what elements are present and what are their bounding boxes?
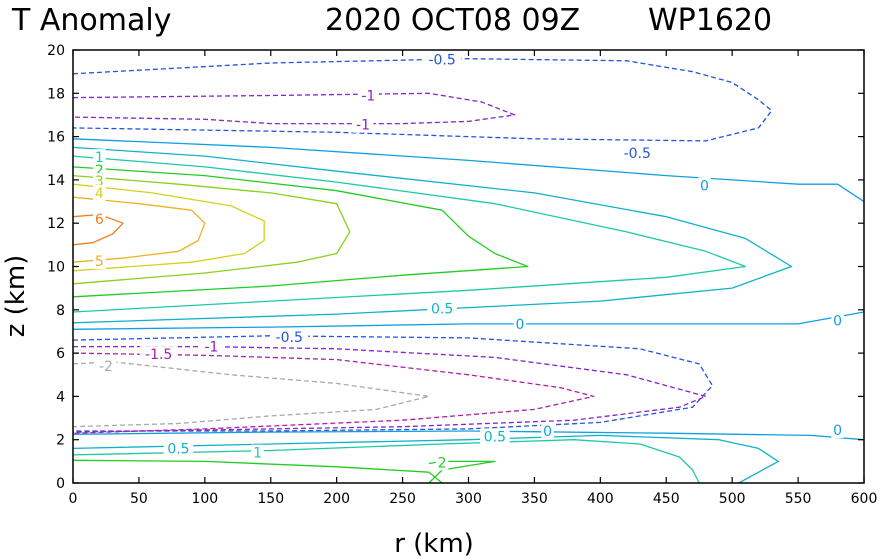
x-tick-label: 450 <box>653 491 680 507</box>
contour-line <box>72 335 714 432</box>
contour-label: -1 <box>361 88 375 104</box>
contour-label-bg <box>513 315 527 332</box>
contour-line <box>72 183 265 272</box>
contour-label: -0.5 <box>276 330 303 346</box>
contour-label: -0.5 <box>428 53 455 69</box>
contour-label-bg <box>352 116 374 133</box>
contour-label: 5 <box>95 254 104 270</box>
contour-label-bg <box>618 144 657 161</box>
contour-label-bg <box>427 300 457 317</box>
contour-line <box>72 361 430 428</box>
chart-title: T Anomaly <box>11 3 171 38</box>
contour-label-bg <box>541 423 554 440</box>
contour-label: 1 <box>253 446 262 462</box>
y-tick-label: 4 <box>56 389 65 405</box>
x-tick-label: 200 <box>323 491 350 507</box>
contour-line <box>72 439 700 484</box>
y-tick-label: 2 <box>56 433 65 449</box>
contour-label: 1 <box>95 150 104 166</box>
contour-line <box>72 138 865 203</box>
y-tick-label: 14 <box>47 173 65 189</box>
contour-label: 0.5 <box>431 302 453 318</box>
y-tick-label: 6 <box>56 346 65 362</box>
x-tick-label: 250 <box>389 491 416 507</box>
contour-label-bg <box>423 51 462 68</box>
x-tick-label: 550 <box>785 491 812 507</box>
contour-label-bg <box>435 454 449 471</box>
contour-label-bg <box>831 421 844 438</box>
contour-line <box>72 430 865 441</box>
contour-label-bg <box>251 444 264 461</box>
contour-label-bg <box>93 184 106 201</box>
contour-label: 0 <box>543 424 552 440</box>
x-tick-label: 150 <box>257 491 284 507</box>
y-tick-label: 20 <box>47 43 65 59</box>
contour-line <box>72 174 351 285</box>
contour-line <box>72 166 529 298</box>
y-tick-label: 16 <box>47 130 65 146</box>
contour-label-bg <box>200 338 222 355</box>
contour-line <box>72 311 865 330</box>
x-tick-label: 350 <box>521 491 548 507</box>
contour-label-bg <box>139 346 178 363</box>
contour-label-bg <box>831 312 844 329</box>
contour-label: 0.5 <box>484 429 506 445</box>
contour-line <box>72 155 747 313</box>
contour-label: 2 <box>438 455 447 471</box>
contour-line <box>72 196 206 263</box>
chart-storm-id: WP1620 <box>648 3 772 38</box>
contour-label-bg <box>93 210 106 227</box>
contour-label: 0 <box>515 317 524 333</box>
y-tick-label: 0 <box>56 476 65 492</box>
x-tick-label: 500 <box>719 491 746 507</box>
y-tick-label: 8 <box>56 303 65 319</box>
contour-label-bg <box>163 440 194 457</box>
contour-lines <box>72 58 865 484</box>
contour-label-bg <box>357 87 379 104</box>
contour-label-bg <box>93 253 106 270</box>
y-tick-label: 18 <box>47 86 65 102</box>
x-tick-label: 300 <box>455 491 482 507</box>
contour-line <box>72 345 707 433</box>
contour-label-bg <box>270 328 309 345</box>
x-tick-label: 600 <box>851 491 878 507</box>
x-tick-label: 400 <box>587 491 614 507</box>
contour-label-bg <box>93 149 106 166</box>
contour-line <box>72 352 595 434</box>
y-axis-label: z (km) <box>1 255 31 338</box>
x-tick-label: 0 <box>69 491 78 507</box>
contour-line <box>72 146 793 324</box>
y-tick-label: 12 <box>47 216 65 232</box>
contour-label: 4 <box>95 186 104 202</box>
contour-line <box>72 92 516 125</box>
y-tick-label: 10 <box>47 260 65 276</box>
chart-date: 2020 OCT08 09Z <box>325 3 580 38</box>
contour-label-bg <box>698 177 711 194</box>
contour-line <box>72 58 773 142</box>
contour-line <box>72 459 443 484</box>
contour-label: -2 <box>99 359 113 375</box>
contour-label: 0 <box>700 178 709 194</box>
contour-label: 0.5 <box>167 441 189 457</box>
contour-label: 0 <box>833 423 842 439</box>
x-axis-label: r (km) <box>394 529 474 559</box>
x-tick-label: 100 <box>191 491 218 507</box>
contour-label: 2 <box>95 163 104 179</box>
contour-label: 6 <box>95 212 104 228</box>
contour-label: -0.5 <box>624 146 651 162</box>
contour-label-bg <box>480 428 510 445</box>
contour-line <box>72 434 779 484</box>
x-tick-label: 50 <box>130 491 148 507</box>
contour-label-bg <box>95 358 117 375</box>
contour-label: 3 <box>95 174 104 190</box>
contour-label: 0 <box>833 314 842 330</box>
contour-label: -1 <box>356 118 370 134</box>
x-axis: 0 50 100 150 200 250 300 350 400 450 500 550 600 <box>69 50 878 507</box>
contour-label: -1 <box>204 340 218 356</box>
contour-label: -1.5 <box>145 347 172 363</box>
